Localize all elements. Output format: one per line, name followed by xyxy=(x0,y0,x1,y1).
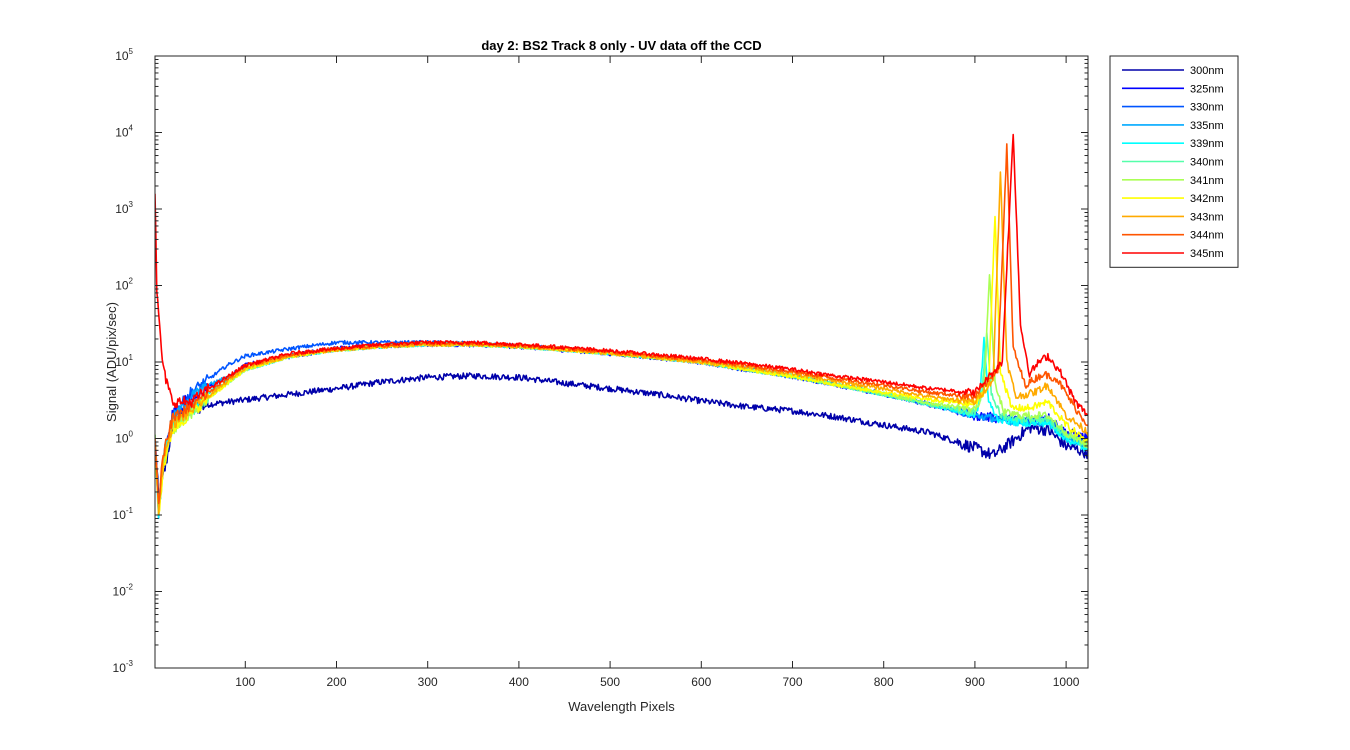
series-line-344nm xyxy=(155,143,1088,505)
series-line-345nm xyxy=(155,133,1088,417)
x-tick-label: 800 xyxy=(874,675,894,689)
series-line-325nm xyxy=(155,341,1088,516)
legend-item-label: 340nm xyxy=(1190,157,1224,169)
legend-item-label: 330nm xyxy=(1190,102,1224,114)
legend-item-label: 341nm xyxy=(1190,175,1224,187)
x-axis-label: Wavelength Pixels xyxy=(568,699,675,714)
x-tick-label: 700 xyxy=(782,675,802,689)
series-line-335nm xyxy=(155,341,1088,520)
legend-item-label: 335nm xyxy=(1190,120,1224,132)
x-tick-label: 100 xyxy=(235,675,255,689)
x-axis: 100 200 300 400 500 600 700 800 900 1000 xyxy=(235,56,1080,689)
x-tick-label: 900 xyxy=(965,675,985,689)
series-line-300nm xyxy=(155,372,1088,500)
plot-area xyxy=(154,55,1089,669)
y-tick-label: 100 xyxy=(115,430,133,446)
series-line-339nm xyxy=(155,336,1088,518)
legend-item-label: 342nm xyxy=(1190,193,1224,205)
y-tick-label: 104 xyxy=(115,124,133,140)
y-tick-label: 103 xyxy=(115,200,133,216)
x-tick-label: 200 xyxy=(326,675,346,689)
series-line-342nm xyxy=(155,215,1088,515)
x-tick-label: 600 xyxy=(691,675,711,689)
y-tick-label: 10-1 xyxy=(113,506,134,522)
y-tick-label: 102 xyxy=(115,277,133,293)
chart-title: day 2: BS2 Track 8 only - UV data off th… xyxy=(481,38,761,53)
x-tick-label: 300 xyxy=(418,675,438,689)
series-line-340nm xyxy=(155,331,1088,515)
y-tick-label: 105 xyxy=(115,47,133,63)
x-tick-label: 400 xyxy=(509,675,529,689)
y-tick-label: 10-2 xyxy=(113,583,134,599)
legend-item-label: 339nm xyxy=(1190,138,1224,150)
y-axis-label: Signal (ADU/pix/sec) xyxy=(104,302,119,422)
legend-item-label: 343nm xyxy=(1190,211,1224,223)
legend-item-label: 325nm xyxy=(1190,83,1224,95)
series-line-343nm xyxy=(155,171,1088,515)
x-tick-label: 500 xyxy=(600,675,620,689)
x-tick-label: 1000 xyxy=(1053,675,1080,689)
y-tick-label: 10-3 xyxy=(113,659,134,675)
series-line-330nm xyxy=(155,339,1088,513)
legend-item-label: 300nm xyxy=(1190,65,1224,77)
legend: 300nm 325nm 330nm 335nm 339nm 340nm 341nm 342nm… xyxy=(1109,55,1239,268)
plot-frame xyxy=(154,55,1089,669)
legend-item-label: 345nm xyxy=(1190,248,1224,260)
legend-item-label: 344nm xyxy=(1190,230,1224,242)
